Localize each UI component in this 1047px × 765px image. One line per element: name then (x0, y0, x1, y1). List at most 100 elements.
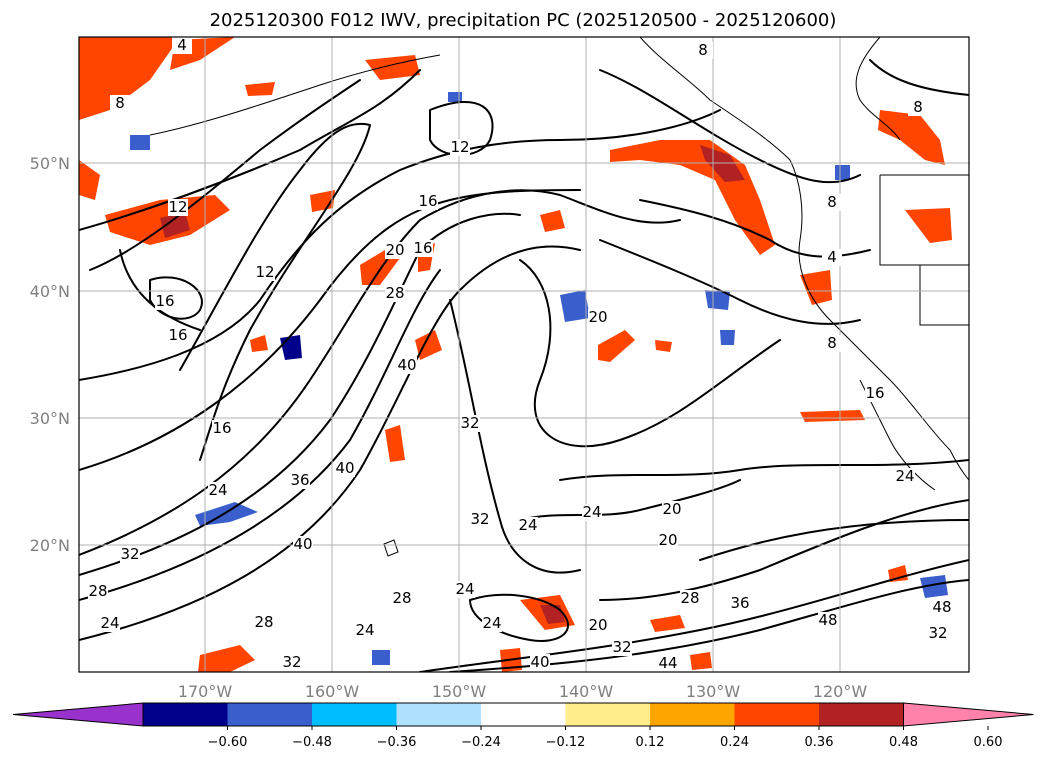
precip-patch-inland (905, 208, 952, 243)
contour-label: 16 (413, 239, 432, 257)
lon-label-170w: 170°W (178, 682, 233, 701)
lon-label-150w: 150°W (432, 682, 487, 701)
contour-label: 48 (818, 611, 837, 629)
precip-patch-n2 (245, 82, 275, 96)
contour-label: 44 (658, 654, 677, 672)
contour-label: 8 (913, 98, 923, 116)
map-background (79, 37, 969, 672)
contour-label-bg (254, 614, 274, 631)
neg-patch-10 (448, 92, 462, 102)
contour-label: 8 (698, 41, 708, 59)
colorbar-segment (312, 703, 397, 726)
contour-label-bg (397, 357, 417, 374)
contour-label-bg (928, 625, 948, 642)
contour-label-bg (518, 517, 538, 534)
contour-label-bg (455, 581, 475, 598)
contour-label-bg (822, 194, 842, 211)
contour-label: 8 (827, 193, 837, 211)
colorbar-frame (142, 702, 904, 727)
contour-label-bg (662, 501, 682, 518)
contour-label-bg (155, 293, 175, 310)
colorbar-tick-label: 0.48 (889, 735, 918, 750)
precip-patch-mid3 (415, 330, 442, 360)
contour-label-bg (413, 240, 433, 257)
lon-label-140w: 140°W (559, 682, 614, 701)
neg-patch-8 (920, 575, 948, 598)
precip-patch-mid4 (385, 425, 405, 462)
contour-label-bg (392, 590, 412, 607)
precip-patch-california (800, 270, 832, 305)
contour-label-bg (255, 264, 275, 281)
contour-label-bg (100, 615, 120, 632)
precip-patch-e1 (598, 330, 635, 362)
contour-label: 40 (530, 653, 549, 671)
precip-patch-s2 (198, 645, 255, 672)
contour-label: 24 (100, 614, 119, 632)
contour-label-bg (658, 532, 678, 549)
contour-label: 12 (168, 198, 187, 216)
contour-label-bg (530, 654, 550, 671)
contour-label: 28 (680, 589, 699, 607)
contour-label-bg (168, 199, 188, 216)
figure-title: 2025120300 F012 IWV, precipitation PC (2… (210, 10, 837, 31)
precip-patch-s5 (690, 652, 712, 670)
contour-label-bg (818, 612, 838, 629)
contour-label-bg (470, 511, 490, 528)
contour-label: 32 (120, 545, 139, 563)
neg-patch-5 (720, 330, 735, 345)
contour-label: 32 (928, 624, 947, 642)
contour-label: 32 (470, 510, 489, 528)
precip-patch-m6 (655, 340, 672, 352)
colorbar-tick-label: −0.48 (292, 735, 332, 750)
contour-label: 12 (450, 138, 469, 156)
contour-label: 12 (255, 263, 274, 281)
contour-label: 24 (895, 467, 914, 485)
contour-label-bg (212, 420, 232, 437)
contour-label: 8 (827, 334, 837, 352)
lon-label-160w: 160°W (305, 682, 360, 701)
contour-label-bg (385, 285, 405, 302)
contour-label-bg (932, 599, 952, 616)
contour-label-bg (588, 309, 608, 326)
precip-patch-m5 (250, 335, 268, 352)
contour-label-bg (355, 622, 375, 639)
contour-label-bg (680, 590, 700, 607)
contour-label-bg (658, 655, 678, 672)
contour-label: 40 (293, 535, 312, 553)
colorbar-segment (819, 703, 904, 726)
contour-label: 36 (290, 471, 309, 489)
contour-label: 24 (355, 621, 374, 639)
contour-label-bg (822, 249, 842, 266)
colorbar-tick-label: 0.36 (805, 735, 834, 750)
colorbar-segment (143, 703, 228, 726)
contour-label: 4 (177, 36, 187, 54)
neg-patch-7 (835, 165, 850, 180)
contour-label-bg (895, 468, 915, 485)
precip-patch-ne (878, 110, 945, 165)
colorbar-extend-max (903, 702, 1034, 727)
colorbar-tick-label: −0.36 (377, 735, 417, 750)
precip-patch-e3 (800, 410, 865, 422)
contour-label: 28 (254, 613, 273, 631)
contour-label-bg (822, 335, 842, 352)
lat-label-50: 50°N (30, 154, 70, 173)
contour-label: 20 (588, 308, 607, 326)
contour-label: 20 (385, 241, 404, 259)
contour-label: 24 (582, 503, 601, 521)
gridlines (79, 37, 969, 672)
colorbar-segment (396, 703, 482, 726)
colorbar: −0.60 −0.48 −0.36 −0.24 −0.12 0.12 0.24 0.36 0.4… (12, 702, 1034, 750)
contour-label-bg (290, 472, 310, 489)
contour-label-bg (168, 327, 188, 344)
coastlines (149, 37, 969, 557)
contour-label-bg (612, 639, 632, 656)
contour-label-bg (418, 193, 438, 210)
neg-patch-9 (372, 650, 390, 665)
neg-patch-3 (560, 290, 590, 322)
lat-label-20: 20°N (30, 536, 70, 555)
contour-label: 24 (208, 481, 227, 499)
contour-label: 24 (455, 580, 474, 598)
contour-label: 20 (658, 531, 677, 549)
